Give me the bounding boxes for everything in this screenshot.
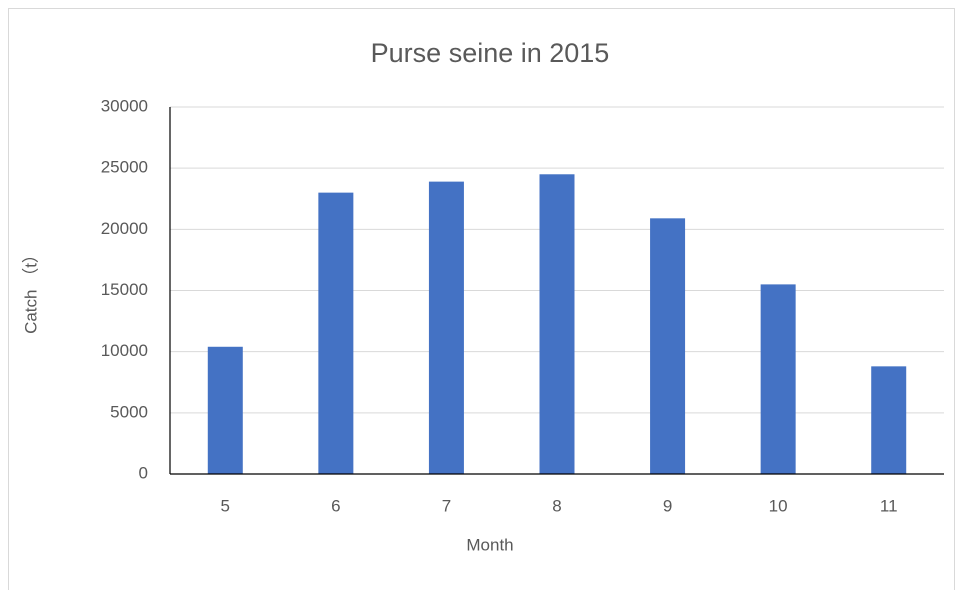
bar: [207, 346, 243, 474]
x-tick-label: 7: [442, 496, 451, 515]
x-tick-label: 10: [769, 496, 788, 515]
bar: [871, 366, 907, 474]
bar: [428, 181, 464, 474]
x-tick-label: 11: [880, 496, 898, 515]
y-tick-label: 10000: [101, 341, 148, 360]
y-tick-label: 0: [139, 463, 148, 482]
y-tick-label: 25000: [101, 158, 148, 177]
bar: [318, 192, 354, 474]
x-tick-label: 6: [331, 496, 340, 515]
x-tick-label: 8: [552, 496, 561, 515]
chart-title: Purse seine in 2015: [371, 38, 610, 68]
x-tick-label: 9: [663, 496, 672, 515]
x-tick-label: 5: [221, 496, 230, 515]
y-tick-label: 15000: [101, 280, 148, 299]
bar: [650, 218, 686, 474]
bar: [539, 174, 575, 475]
y-tick-label: 20000: [101, 219, 148, 238]
y-tick-label: 5000: [110, 402, 148, 421]
x-axis-title: Month: [466, 535, 513, 554]
bar: [760, 284, 796, 474]
y-tick-label: 30000: [101, 96, 148, 115]
chart-border: [8, 8, 955, 590]
y-axis-title: Catch （t）: [21, 246, 40, 334]
